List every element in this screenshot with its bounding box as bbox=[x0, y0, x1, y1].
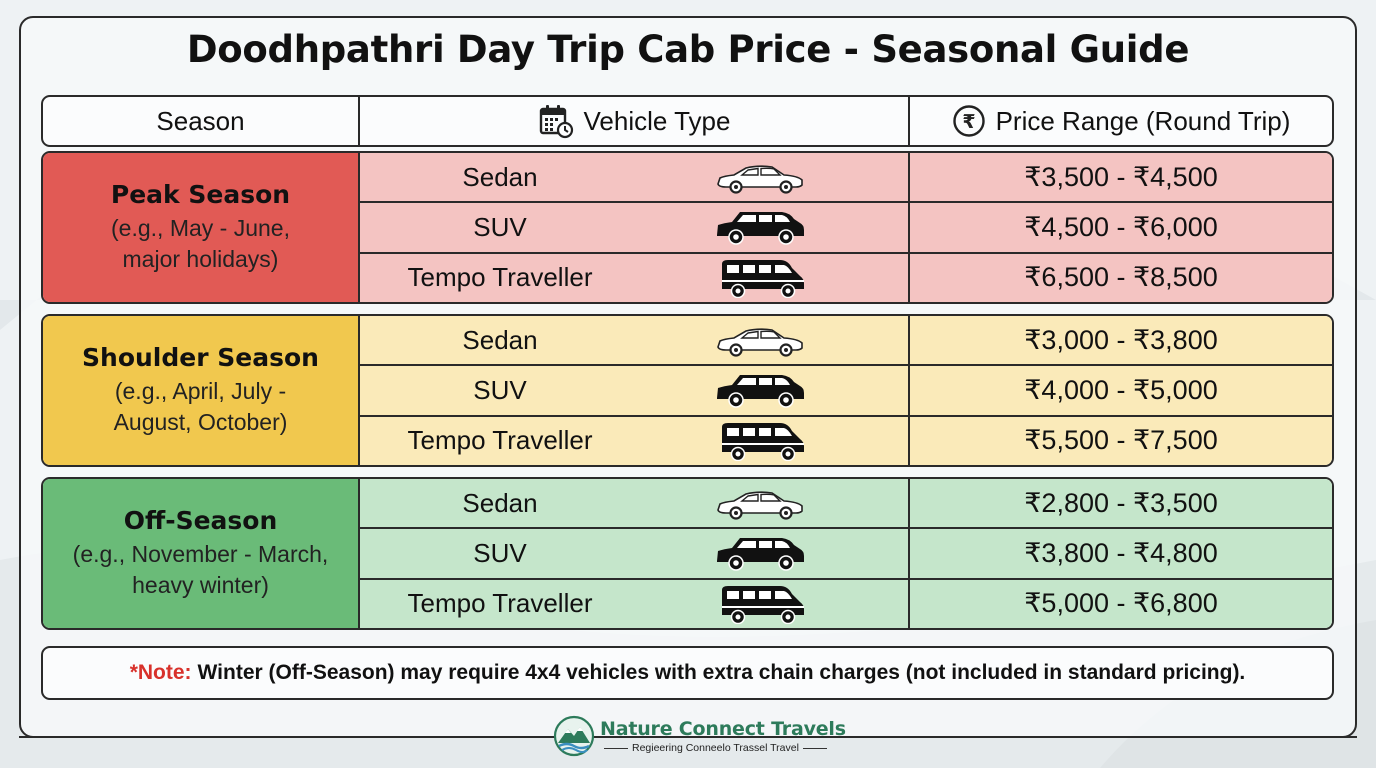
table-row: Sedan ₹3,000 - ₹3,800 bbox=[360, 316, 1332, 367]
season-name: Off-Season bbox=[123, 506, 278, 535]
table-row: Sedan ₹2,800 - ₹3,500 bbox=[360, 479, 1332, 530]
table-row: SUV ₹3,800 - ₹4,800 bbox=[360, 529, 1332, 580]
table-row: Tempo Traveller ₹6,500 - ₹8,500 bbox=[360, 253, 1332, 302]
rupee-icon: ₹ bbox=[952, 105, 985, 137]
header-season: Season bbox=[43, 97, 360, 145]
vehicle-cell: Sedan bbox=[360, 479, 910, 528]
header-price-range: ₹ Price Range (Round Trip) bbox=[910, 97, 1332, 145]
vehicle-cell: Tempo Traveller bbox=[360, 253, 910, 302]
brand-logo: Nature Connect Travels Regieering Connee… bbox=[553, 715, 846, 757]
brand-name: Nature Connect Travels bbox=[600, 718, 846, 740]
footer-rule-left bbox=[19, 736, 378, 738]
vehicle-name: SUV bbox=[473, 537, 527, 568]
price-cell: ₹4,000 - ₹5,000 bbox=[1024, 374, 1218, 405]
season-rows: Sedan ₹3,000 - ₹3,800 SUV ₹4,000 - ₹5,00… bbox=[360, 316, 1332, 465]
vehicle-cell: Tempo Traveller bbox=[360, 416, 910, 465]
brand-tagline: Regieering Conneelo Trassel Travel bbox=[600, 742, 846, 754]
price-cell: ₹6,500 - ₹8,500 bbox=[1024, 262, 1218, 293]
vehicle-name: Tempo Traveller bbox=[407, 262, 593, 293]
calendar-icon bbox=[539, 105, 573, 139]
note-box: *Note: Winter (Off-Season) may require 4… bbox=[41, 646, 1334, 700]
page-title: Doodhpathri Day Trip Cab Price - Seasona… bbox=[186, 28, 1190, 71]
header-vehicle-label: Vehicle Type bbox=[583, 105, 731, 136]
sedan-icon bbox=[717, 165, 803, 194]
season-cell: Shoulder Season (e.g., April, July - Aug… bbox=[43, 316, 360, 465]
price-cell: ₹5,500 - ₹7,500 bbox=[1024, 425, 1218, 456]
table-row: Tempo Traveller ₹5,000 - ₹6,800 bbox=[360, 579, 1332, 628]
suv-icon bbox=[717, 538, 804, 572]
footer-rule-right bbox=[998, 736, 1357, 738]
suv-icon bbox=[717, 212, 804, 246]
vehicle-name: Sedan bbox=[462, 324, 538, 355]
season-desc-line1: (e.g., November - March, bbox=[72, 541, 329, 567]
vehicle-name: SUV bbox=[473, 211, 527, 242]
vehicle-cell: Tempo Traveller bbox=[360, 579, 910, 628]
season-desc-line2: heavy winter) bbox=[132, 572, 269, 598]
price-cell: ₹2,800 - ₹3,500 bbox=[1024, 487, 1218, 518]
season-desc-line2: August, October) bbox=[113, 409, 288, 435]
season-name: Peak Season bbox=[110, 180, 291, 209]
season-cell: Peak Season (e.g., May - June, major hol… bbox=[43, 153, 360, 302]
sedan-icon bbox=[717, 328, 803, 357]
suv-icon bbox=[717, 375, 804, 409]
sedan-icon bbox=[717, 491, 803, 520]
vehicle-name: Sedan bbox=[462, 487, 538, 518]
season-rows: Sedan ₹3,500 - ₹4,500 SUV ₹4,500 - ₹6,00… bbox=[360, 153, 1332, 302]
price-cell: ₹3,800 - ₹4,800 bbox=[1024, 537, 1218, 568]
vehicle-name: Tempo Traveller bbox=[407, 425, 593, 456]
table-row: Tempo Traveller ₹5,500 - ₹7,500 bbox=[360, 416, 1332, 465]
vehicle-cell: SUV bbox=[360, 366, 910, 415]
mountain-logo-icon bbox=[553, 715, 595, 757]
vehicle-name: SUV bbox=[473, 374, 527, 405]
vehicle-name: Sedan bbox=[462, 161, 538, 192]
season-rows: Sedan ₹2,800 - ₹3,500 SUV ₹3,800 - ₹4,80… bbox=[360, 479, 1332, 628]
note-label: *Note: bbox=[129, 661, 192, 684]
table-row: SUV ₹4,000 - ₹5,000 bbox=[360, 366, 1332, 417]
season-desc-line2: major holidays) bbox=[122, 246, 279, 272]
season-group-off: Off-Season (e.g., November - March, heav… bbox=[41, 477, 1334, 630]
vehicle-cell: Sedan bbox=[360, 316, 910, 365]
brand-tagline-text: Regieering Conneelo Trassel Travel bbox=[632, 742, 799, 754]
season-group-peak: Peak Season (e.g., May - June, major hol… bbox=[41, 151, 1334, 304]
season-cell: Off-Season (e.g., November - March, heav… bbox=[43, 479, 360, 628]
price-cell: ₹3,500 - ₹4,500 bbox=[1024, 161, 1218, 192]
vehicle-cell: SUV bbox=[360, 203, 910, 252]
season-desc-line1: (e.g., April, July - bbox=[114, 378, 287, 404]
price-cell: ₹3,000 - ₹3,800 bbox=[1024, 324, 1218, 355]
rupee-glyph: ₹ bbox=[962, 111, 975, 133]
vehicle-cell: Sedan bbox=[360, 153, 910, 202]
table-row: Sedan ₹3,500 - ₹4,500 bbox=[360, 153, 1332, 204]
table-header: Season Vehicle Type ₹ Price Range (Round… bbox=[41, 95, 1334, 147]
header-price-label: Price Range (Round Trip) bbox=[995, 105, 1291, 136]
table-row: SUV ₹4,500 - ₹6,000 bbox=[360, 203, 1332, 254]
van-icon bbox=[722, 585, 804, 624]
note-text: Winter (Off-Season) may require 4x4 vehi… bbox=[197, 661, 1246, 684]
vehicle-cell: SUV bbox=[360, 529, 910, 578]
header-vehicle-type: Vehicle Type bbox=[360, 97, 910, 145]
price-cell: ₹5,000 - ₹6,800 bbox=[1024, 588, 1218, 619]
vehicle-name: Tempo Traveller bbox=[407, 588, 593, 619]
season-desc-line1: (e.g., May - June, bbox=[111, 215, 290, 241]
season-name: Shoulder Season bbox=[82, 343, 319, 372]
price-cell: ₹4,500 - ₹6,000 bbox=[1024, 211, 1218, 242]
season-group-shoulder: Shoulder Season (e.g., April, July - Aug… bbox=[41, 314, 1334, 467]
van-icon bbox=[722, 422, 804, 461]
van-icon bbox=[722, 259, 804, 298]
